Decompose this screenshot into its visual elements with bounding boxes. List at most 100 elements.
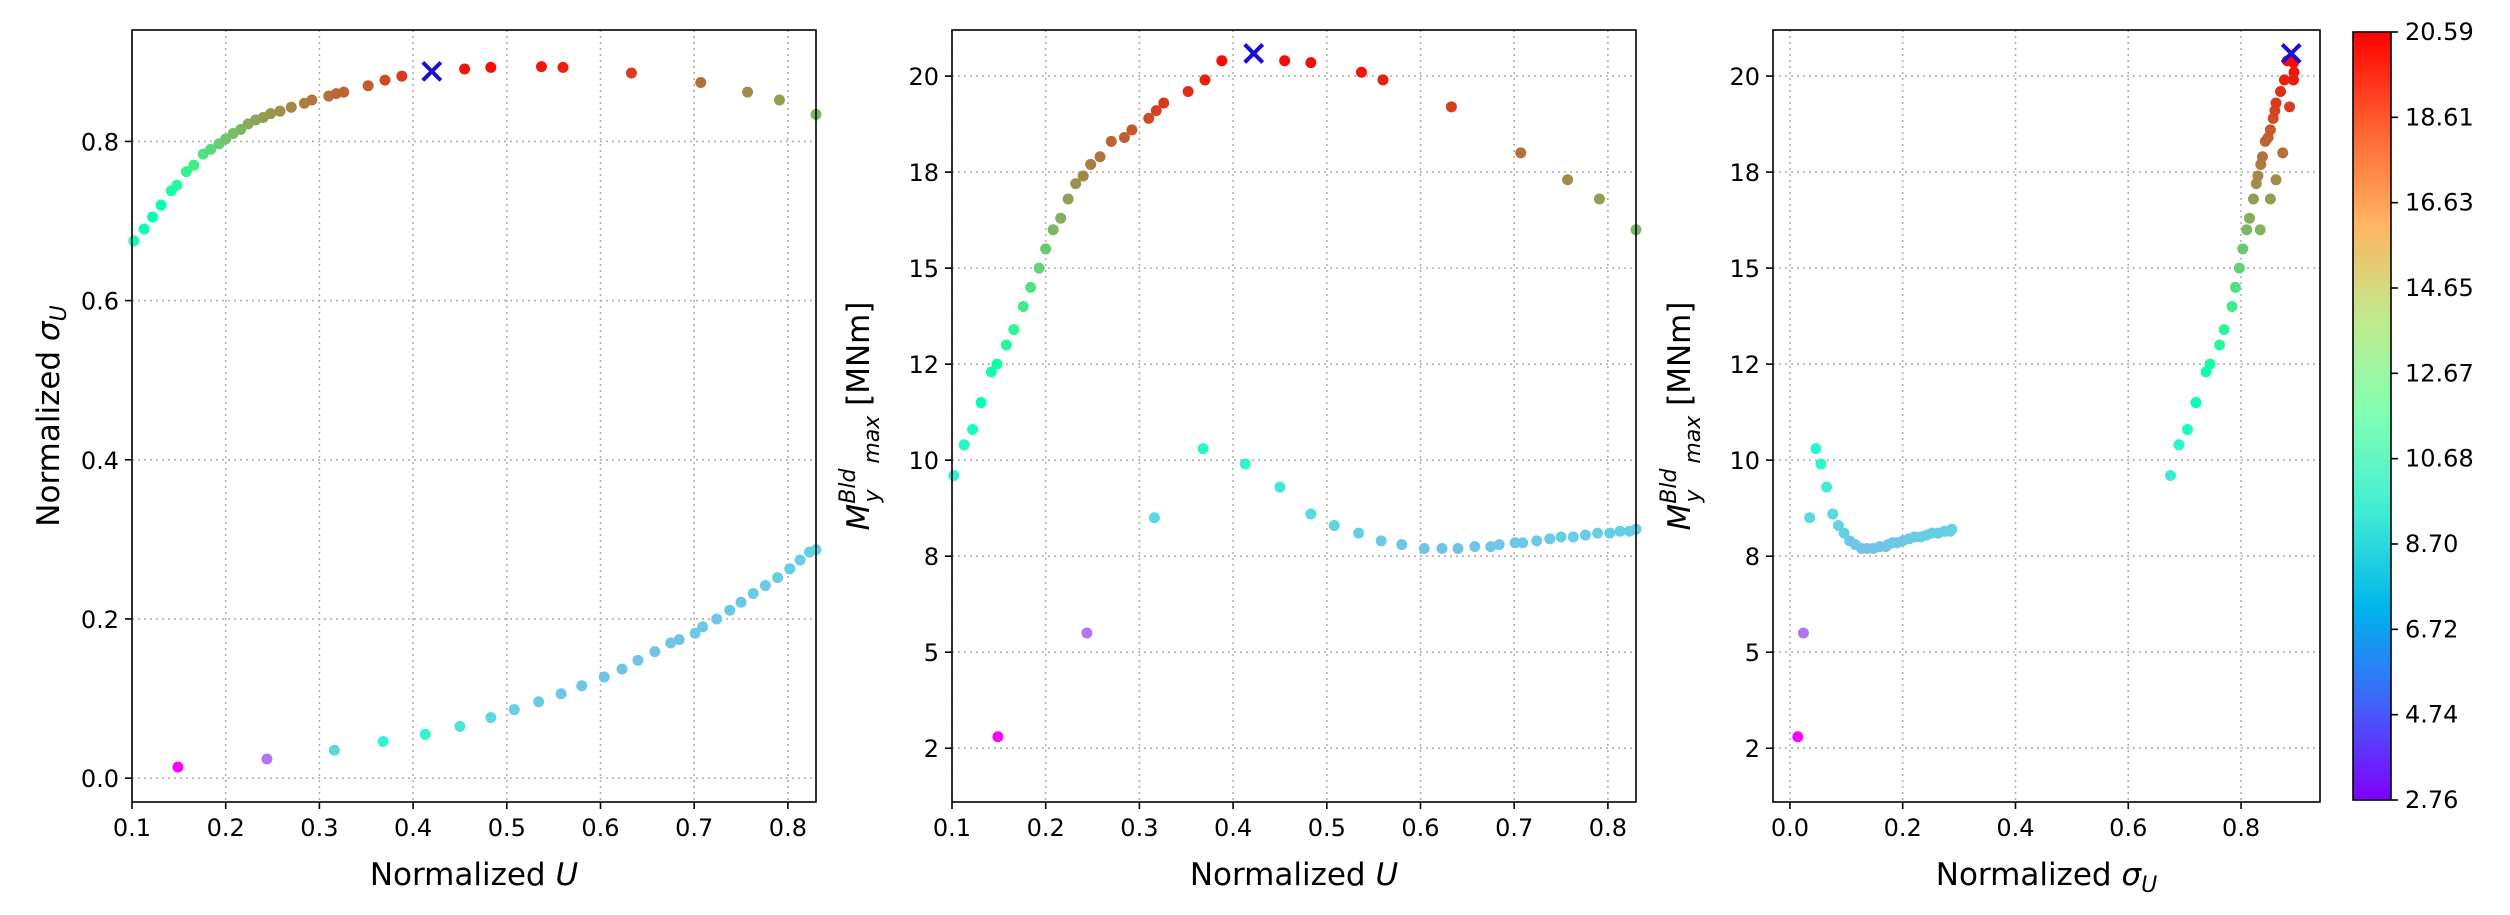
data-point [1148, 512, 1160, 524]
x-tick-label: 0.2 [1884, 814, 1922, 842]
data-point [1832, 519, 1844, 531]
colorbar-tick-label: 6.72 [2405, 615, 2458, 643]
x-tick-label: 0.4 [394, 814, 432, 842]
data-point [1047, 224, 1059, 236]
data-point [711, 613, 723, 625]
y-tick-label: 20 [908, 63, 939, 91]
x-tick-label: 0.7 [1495, 814, 1533, 842]
data-point [396, 70, 408, 82]
y-tick-label: 12 [908, 351, 939, 379]
data-point [485, 61, 497, 73]
data-point [205, 143, 217, 155]
data-point [1328, 519, 1340, 531]
data-point [1081, 627, 1093, 639]
axes-frame [951, 29, 1637, 803]
colorbar-tick-label: 8.70 [2405, 530, 2458, 558]
data-point [555, 688, 567, 700]
data-point [967, 423, 979, 435]
data-point [1517, 537, 1529, 549]
x-tick-label: 0.1 [113, 814, 151, 842]
x-tick-label: 0.8 [769, 814, 807, 842]
data-point [1216, 55, 1228, 67]
colorbar-tick-label: 16.63 [2405, 189, 2474, 217]
data-point [1815, 458, 1827, 470]
data-point [274, 105, 286, 117]
x-tick-label: 0.2 [1027, 814, 1065, 842]
data-point [1604, 527, 1616, 539]
axes-frame [1772, 29, 2321, 803]
colorbar-tick-label: 14.65 [2405, 274, 2474, 302]
data-point [1567, 531, 1579, 543]
y-tick-label: 0.2 [81, 606, 119, 634]
x-axis-label: Normalized U [1190, 857, 1399, 893]
colorbar-tick-label: 12.67 [2405, 359, 2474, 387]
x-tick-label: 0.4 [1214, 814, 1252, 842]
x-tick-label: 0.6 [1401, 814, 1439, 842]
data-point [742, 86, 754, 98]
data-point [958, 439, 970, 451]
y-tick-label: 5 [924, 639, 939, 667]
x-axis-label: Normalized σU [1936, 857, 2157, 898]
data-point [1158, 97, 1170, 109]
y-tick-label: 0.6 [81, 288, 119, 316]
data-point [773, 94, 785, 106]
data-point [625, 67, 637, 79]
data-point [2252, 170, 2264, 182]
data-point [1544, 533, 1556, 545]
y-axis-label: Normalized σU [31, 305, 72, 526]
data-point [1804, 512, 1816, 524]
y-tick-label: 0.8 [81, 128, 119, 156]
data-point [362, 80, 374, 92]
data-point [772, 572, 784, 584]
y-tick-label: 0.4 [81, 447, 119, 475]
data-point [2278, 74, 2290, 86]
data-point [2226, 301, 2238, 313]
data-point [2244, 212, 2256, 224]
data-point [306, 94, 318, 106]
data-point [724, 604, 736, 616]
data-point [188, 159, 200, 171]
data-point [235, 123, 247, 135]
data-point [784, 563, 796, 575]
data-point [1199, 74, 1211, 86]
chart-panel-sigma-moment: 0.0 0.2 0.4 0.6 0.8 2 5 8 10 12 15 18 20 Normalized σ… [1657, 29, 2321, 898]
data-point [1821, 481, 1833, 493]
chart-panel-u-moment: 0.1 0.2 0.3 0.4 0.5 0.6 0.7 0.8 2 5 8 10 12 15 18 20 Nor… [836, 29, 1642, 893]
data-point [1810, 443, 1822, 455]
data-point [379, 74, 391, 86]
x-tick-label: 0.2 [207, 814, 245, 842]
y-tick-label: 12 [1729, 351, 1760, 379]
data-point [1355, 66, 1367, 78]
data-point [1305, 508, 1317, 520]
colorbar-gradient [2353, 32, 2391, 800]
data-point [128, 235, 140, 247]
data-point [557, 61, 569, 73]
data-point [1126, 124, 1138, 136]
data-point [1085, 158, 1097, 170]
data-point [735, 596, 747, 608]
data-point [1418, 543, 1430, 555]
data-point [1445, 101, 1457, 113]
data-point [1017, 301, 1029, 313]
data-point [1040, 243, 1052, 255]
data-point [1055, 212, 1067, 224]
data-point [459, 63, 471, 75]
y-axis-label: MBldy max [MNm] [1657, 302, 1708, 531]
data-point [1239, 458, 1251, 470]
y-tick-label: 2 [924, 735, 939, 763]
data-point [1555, 531, 1567, 543]
data-point [1377, 74, 1389, 86]
y-tick-label: 15 [1729, 255, 1760, 283]
optimum-marker [421, 60, 443, 82]
data-point [2256, 151, 2268, 163]
data-point [261, 753, 273, 765]
data-point [1143, 112, 1155, 124]
data-point [2264, 193, 2276, 205]
data-point [155, 199, 167, 211]
data-point [1150, 105, 1162, 117]
data-point [1279, 55, 1291, 67]
colorbar-tick-label: 10.68 [2405, 445, 2474, 473]
data-point [285, 101, 297, 113]
colorbar-frame [2352, 31, 2392, 801]
data-point [2218, 324, 2230, 336]
